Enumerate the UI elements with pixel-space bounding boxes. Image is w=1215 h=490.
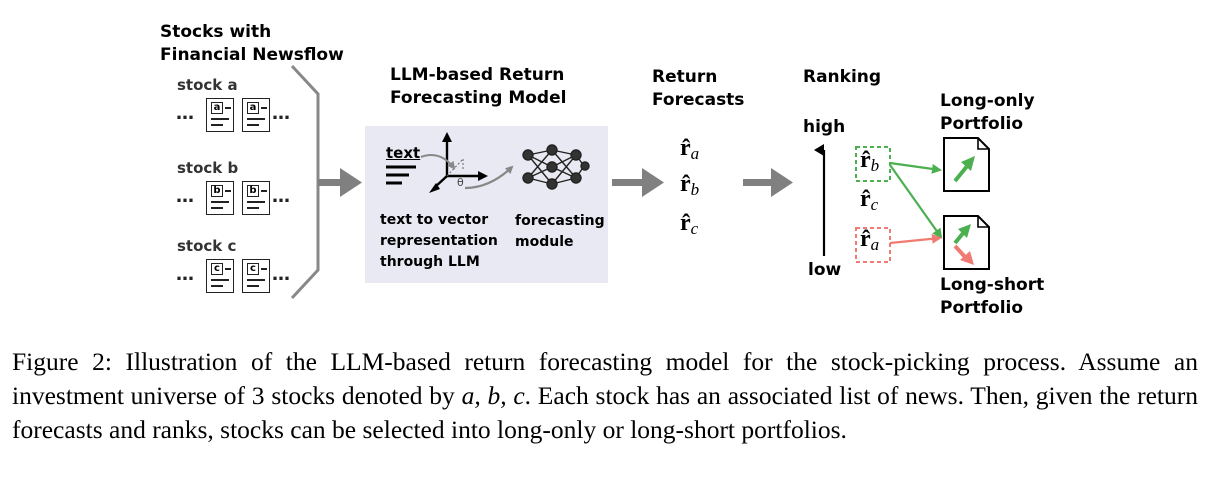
stocks-header: Stocks with Financial Newsflow — [160, 22, 344, 65]
module-caption: forecasting module — [515, 213, 605, 250]
forecast-r-c: r̂c — [680, 210, 699, 238]
ranking-high-label: high — [803, 117, 846, 137]
ranking-low-label: low — [808, 260, 842, 280]
forecast-r-b: r̂b — [680, 171, 700, 199]
flow-arrow-icon — [743, 168, 793, 197]
ellipsis-left: … — [176, 186, 195, 207]
news-doc-icon: c — [242, 259, 270, 293]
ranked-r-b: r̂b — [860, 147, 880, 175]
news-doc-icon: a — [242, 98, 270, 132]
text-lines-icon — [386, 165, 416, 185]
long-short-long-arrow — [889, 164, 943, 239]
embed-to-module-arrow — [464, 165, 514, 190]
ranked-r-a: r̂a — [860, 226, 880, 254]
long-selection-arrow — [889, 161, 942, 174]
forecast-r-a: r̂a — [680, 135, 700, 163]
long-short-label: Long-short Portfolio — [940, 275, 1045, 318]
theta-label: θ — [457, 176, 464, 189]
short-selection-arrow — [889, 233, 942, 245]
long-selection-box — [855, 146, 891, 182]
ranked-r-c: r̂c — [860, 186, 879, 214]
news-doc-icon: b — [206, 181, 234, 215]
neural-network-icon — [522, 144, 590, 190]
stock-c-label: stock c — [177, 237, 237, 255]
text-icon-label: text — [386, 144, 421, 162]
ellipsis-right: … — [272, 186, 291, 207]
news-doc-icon: a — [206, 98, 234, 132]
ellipsis-left: … — [176, 264, 195, 285]
model-header: LLM-based Return Forecasting Model — [390, 65, 567, 108]
caption-text-2: . Each stock has an associated list of n… — [12, 381, 1199, 444]
stock-b-label: stock b — [177, 159, 239, 177]
model-box — [365, 126, 608, 283]
flow-arrow-icon — [612, 168, 664, 197]
long-short-portfolio-icon — [943, 215, 990, 270]
caption-text-1: Illustration of the LLM-based return for… — [12, 347, 1198, 410]
stock-a-label: stock a — [177, 76, 238, 94]
ellipsis-right: … — [272, 264, 291, 285]
news-doc-icon: b — [242, 181, 270, 215]
diagram-graphics — [290, 64, 990, 300]
long-only-label: Long-only Portfolio — [940, 91, 1035, 134]
vector-axes-icon — [420, 132, 488, 193]
ellipsis-right: … — [272, 103, 291, 124]
ellipsis-left: … — [176, 103, 195, 124]
flow-arrow-icon — [318, 168, 362, 197]
forecasts-header: Return Forecasts — [652, 67, 745, 110]
news-doc-icon: c — [206, 259, 234, 293]
short-selection-box — [855, 227, 891, 263]
stocks-bracket — [290, 64, 320, 300]
caption-vars: a, b, c — [461, 381, 525, 410]
embedding-caption: text to vector representation through LL… — [380, 212, 498, 270]
ranking-header: Ranking — [803, 67, 882, 87]
caption-label: Figure 2: — [12, 347, 112, 376]
figure-caption: Figure 2: Illustration of the LLM-based … — [12, 345, 1198, 447]
long-only-portfolio-icon — [943, 137, 990, 192]
